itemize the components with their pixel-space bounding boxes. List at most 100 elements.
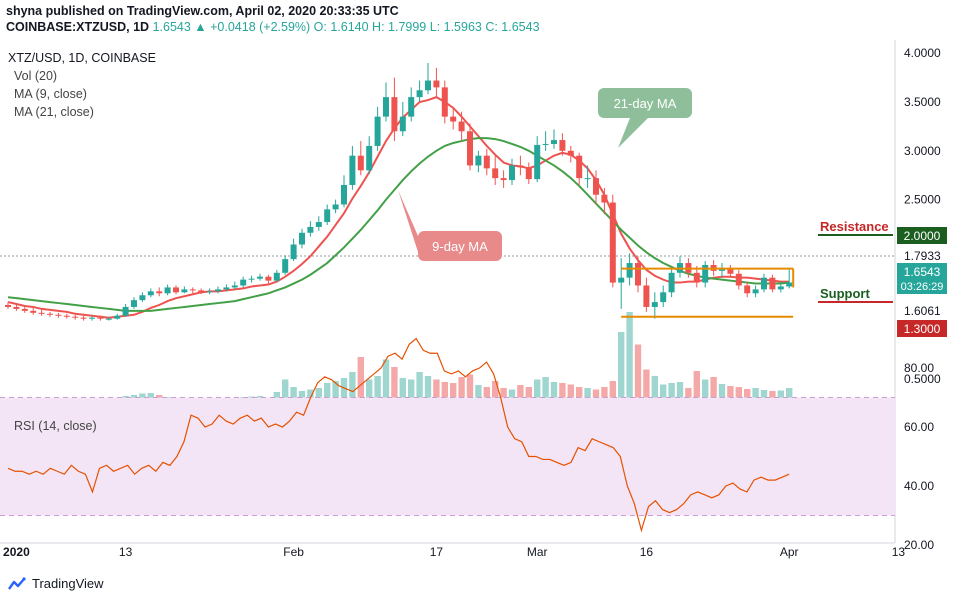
ma9-callout-text: 9-day MA: [432, 239, 488, 254]
candle-body: [105, 318, 112, 320]
candle-body: [559, 140, 566, 151]
time-tick: 13: [119, 545, 133, 559]
time-tick: 16: [640, 545, 654, 559]
candle-body: [643, 285, 650, 307]
candle-body: [80, 317, 87, 319]
rsi-tick: 20.00: [904, 538, 934, 552]
candle-body: [349, 155, 356, 185]
volume-bar: [391, 367, 398, 407]
published-by: shyna published on TradingView.com, Apri…: [6, 4, 399, 18]
price-tick: 2.5000: [904, 193, 941, 207]
price-tick: 3.5000: [904, 95, 941, 109]
volume-bar: [382, 359, 390, 407]
price-tick: 4.0000: [904, 46, 941, 60]
resistance-badge: [897, 227, 947, 244]
legend-vol: Vol (20): [14, 69, 57, 83]
tradingview-logo-icon: [8, 576, 26, 590]
candle-body: [55, 314, 62, 316]
volume-bar: [475, 385, 482, 407]
candle-body: [374, 116, 381, 146]
ma9-line: [7, 96, 790, 319]
ohlc-values: O: 1.6140 H: 1.7999 L: 1.5963 C: 1.6543: [313, 20, 540, 34]
resistance-label: Resistance: [820, 219, 889, 234]
resistance-badge-text: 2.0000: [904, 229, 941, 243]
candle-body: [341, 184, 347, 205]
volume-bar: [357, 357, 364, 407]
last-price-badge: [897, 263, 947, 294]
candle-body: [483, 155, 490, 169]
candle-body: [567, 150, 574, 156]
candle-body: [198, 290, 205, 293]
candle-body: [332, 204, 339, 210]
candle-body: [702, 264, 709, 283]
candle-body: [240, 279, 247, 286]
candle-body: [383, 97, 389, 117]
volume-bar: [626, 312, 633, 407]
volume-bar: [668, 383, 675, 407]
candle-body: [542, 143, 549, 145]
rsi-tick: 40.00: [904, 479, 934, 493]
ma9-callout: 9-day MA: [398, 190, 502, 261]
volume-bar: [643, 369, 650, 407]
volume-bar: [492, 381, 499, 407]
volume-bar: [324, 383, 331, 407]
candle-body: [173, 287, 179, 293]
price-tick: 3.0000: [904, 144, 941, 158]
price-badges: 2.0000 1.7933 1.6543 03:26:29 1.6061 1.3…: [897, 227, 947, 337]
last-price-text: 1.6543: [904, 265, 941, 279]
time-tick: Apr: [780, 545, 799, 559]
volume-bar: [534, 379, 541, 407]
rsi-line: [7, 337, 790, 533]
candle-body: [534, 144, 541, 180]
candle-body: [273, 272, 280, 281]
volume-bar: [290, 387, 297, 407]
moving-averages: [7, 96, 790, 319]
candle-body: [609, 202, 616, 283]
candle-body: [467, 131, 473, 166]
countdown-text: 03:26:29: [901, 281, 944, 293]
legend-ma9: MA (9, close): [14, 87, 87, 101]
volume-bar: [525, 387, 532, 407]
price-levels: [621, 267, 795, 318]
volume-bar: [433, 379, 440, 407]
candle-body: [399, 116, 406, 132]
candle-body: [324, 209, 331, 223]
candle-body: [307, 226, 314, 233]
volume-bar: [634, 344, 642, 407]
candle-body: [38, 312, 45, 314]
candle-body: [156, 291, 163, 294]
candle-body: [727, 267, 734, 274]
candle-body: [72, 316, 79, 318]
volume-bar: [458, 377, 465, 407]
volume-bar: [366, 379, 373, 407]
candle-body: [139, 295, 146, 301]
time-tick: 17: [430, 545, 444, 559]
candle-body: [660, 292, 667, 303]
candle-body: [475, 155, 482, 166]
volume-bar: [332, 381, 339, 407]
legend-rsi: RSI (14, close): [14, 419, 97, 433]
candle-body: [206, 291, 213, 293]
volume-bar: [660, 384, 667, 407]
tradingview-footer[interactable]: TradingView: [8, 576, 104, 591]
candle-body: [551, 140, 557, 144]
rsi-band: [0, 397, 895, 516]
chart-header: shyna published on TradingView.com, Apri…: [6, 3, 540, 35]
ma21-callout: 21-day MA: [598, 88, 692, 148]
legend-symbol: XTZ/USD, 1D, COINBASE: [8, 51, 156, 65]
rsi-tick: 60.00: [904, 420, 934, 434]
candle-body: [21, 308, 28, 311]
volume-bar: [441, 382, 448, 407]
volume-bar: [517, 385, 524, 407]
volume-bar: [399, 378, 406, 407]
volume-bar: [710, 377, 717, 407]
volume-bar: [550, 382, 558, 407]
volume-bar: [466, 374, 474, 407]
candle-body: [786, 282, 793, 287]
volume-bar: [676, 382, 684, 407]
candle-body: [584, 178, 591, 180]
volume-bar: [450, 383, 457, 407]
candle-body: [525, 167, 532, 180]
